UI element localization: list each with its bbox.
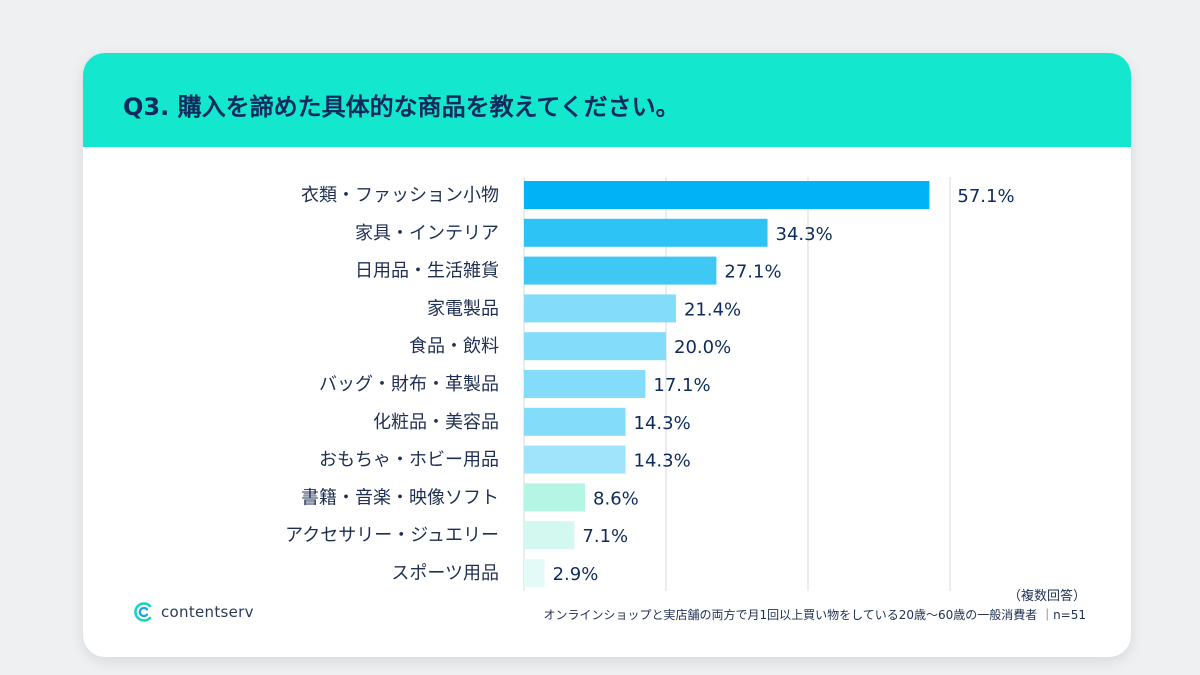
- category-labels: 衣類・ファッション小物家具・インテリア日用品・生活雑貨家電製品食品・飲料バッグ・…: [285, 185, 499, 584]
- bar-6: [524, 407, 626, 436]
- chart-card: Q3. 購入を諦めた具体的な商品を教えてください。 衣類・ファッション小物家具・…: [83, 53, 1131, 657]
- category-label-8: 書籍・音楽・映像ソフト: [301, 487, 499, 508]
- bar-chart: 衣類・ファッション小物家具・インテリア日用品・生活雑貨家電製品食品・飲料バッグ・…: [285, 177, 1015, 591]
- brand-name: contentserv: [161, 603, 254, 621]
- value-label-10: 2.9%: [553, 564, 599, 585]
- value-label-6: 14.3%: [634, 413, 691, 434]
- bar-1: [524, 218, 768, 247]
- value-label-1: 34.3%: [776, 224, 833, 245]
- bar-5: [524, 370, 646, 398]
- bar-10: [524, 559, 545, 587]
- value-labels: 57.1% 34.3% 27.1% 21.4% 20.0% 17.1% 14.3% 14.3%…: [553, 186, 1015, 585]
- value-label-3: 21.4%: [684, 299, 741, 320]
- bar-8: [524, 483, 586, 512]
- bar-2: [524, 256, 717, 285]
- page-title: Q3. 購入を諦めた具体的な商品を教えてください。: [123, 93, 680, 121]
- value-label-9: 7.1%: [582, 526, 628, 547]
- bar-4: [524, 332, 666, 361]
- sample-note: オンラインショップと実店舗の両方で月1回以上買い物をしている20歳〜60歳の一般…: [543, 608, 1086, 622]
- value-label-8: 8.6%: [593, 488, 639, 509]
- category-label-3: 家電製品: [427, 298, 499, 319]
- value-label-5: 17.1%: [653, 375, 710, 396]
- value-label-4: 20.0%: [674, 337, 731, 358]
- category-label-5: バッグ・財布・革製品: [319, 374, 499, 395]
- category-label-7: おもちゃ・ホビー用品: [319, 450, 499, 471]
- bars: [524, 181, 930, 587]
- category-label-9: アクセサリー・ジュエリー: [285, 525, 499, 546]
- brand-logo: contentserv: [133, 601, 254, 623]
- category-label-10: スポーツ用品: [391, 563, 499, 584]
- category-label-4: 食品・飲料: [409, 336, 499, 357]
- value-label-0: 57.1%: [957, 186, 1014, 207]
- bar-9: [524, 521, 575, 550]
- bar-7: [524, 445, 626, 474]
- bar-3: [524, 294, 676, 323]
- category-label-1: 家具・インテリア: [355, 223, 499, 244]
- category-label-0: 衣類・ファッション小物: [301, 185, 499, 206]
- title-banner: Q3. 購入を諦めた具体的な商品を教えてください。: [83, 53, 1131, 147]
- category-label-6: 化粧品・美容品: [373, 412, 499, 433]
- multiple-answer-note: （複数回答）: [1007, 589, 1086, 604]
- contentserv-logo-icon: [134, 602, 152, 622]
- bar-0: [524, 181, 930, 209]
- category-label-2: 日用品・生活雑貨: [355, 261, 499, 282]
- value-label-2: 27.1%: [724, 262, 781, 283]
- value-label-7: 14.3%: [634, 451, 691, 472]
